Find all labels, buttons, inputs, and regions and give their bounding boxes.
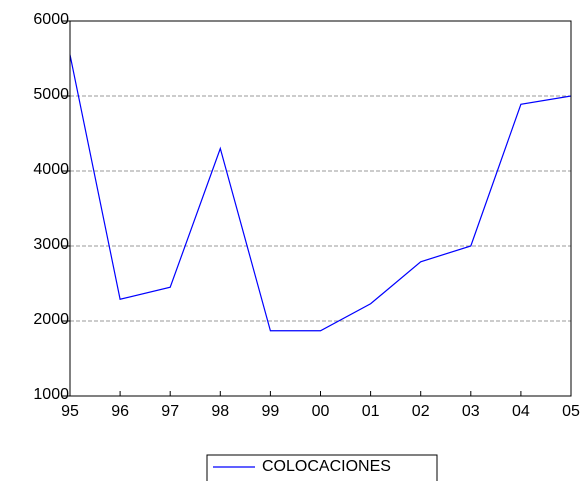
x-tick-label: 02 (412, 403, 430, 420)
x-tick-label: 97 (161, 403, 179, 420)
series-line (69, 54, 572, 332)
plot-frame (69, 20, 572, 397)
x-tick-label: 98 (211, 403, 229, 420)
y-tick-label: 4000 (33, 161, 69, 178)
x-tick-label: 95 (61, 403, 79, 420)
x-tick-label: 99 (262, 403, 280, 420)
plot-layer (69, 20, 572, 397)
legend-box (206, 454, 438, 481)
x-tick-label: 05 (562, 403, 580, 420)
x-tick-label: 96 (111, 403, 129, 420)
legend-label: COLOCACIONES (262, 458, 391, 475)
y-tick-label: 6000 (33, 11, 69, 28)
x-tick-label: 03 (462, 403, 480, 420)
y-tick-label: 1000 (33, 386, 69, 403)
x-tick-label: 01 (362, 403, 380, 420)
x-tick-label: 00 (312, 403, 330, 420)
x-tick-label: 04 (512, 403, 530, 420)
y-tick-label: 5000 (33, 86, 69, 103)
y-tick-label: 3000 (33, 236, 69, 253)
y-tick-label: 2000 (33, 311, 69, 328)
